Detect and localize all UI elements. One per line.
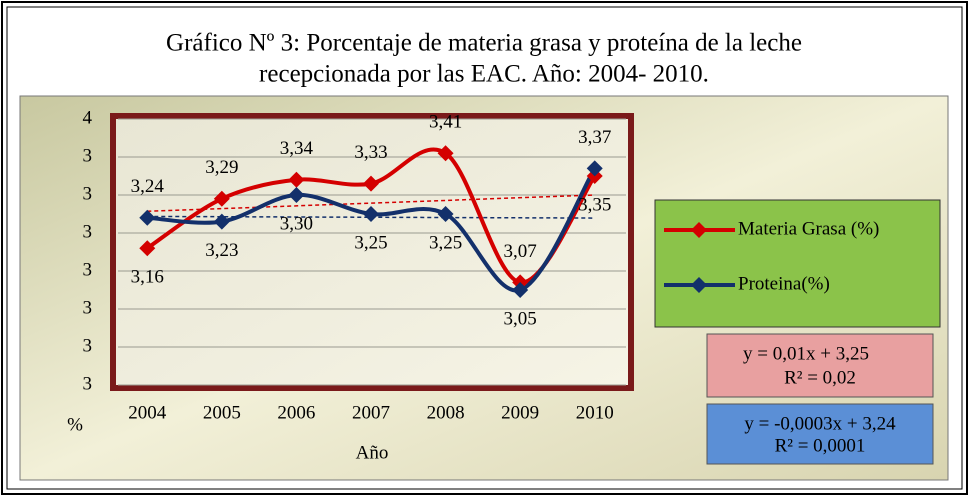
x-tick-label: 2005 bbox=[203, 402, 241, 423]
legend-marker bbox=[691, 222, 707, 238]
legend bbox=[654, 199, 941, 328]
data-label: 3,41 bbox=[429, 112, 462, 133]
marker bbox=[213, 190, 230, 207]
marker bbox=[139, 240, 156, 257]
data-label: 3,35 bbox=[578, 194, 611, 215]
chart-title: Gráfico Nº 3: Porcentaje de materia gras… bbox=[166, 30, 802, 57]
x-axis-label: Año bbox=[356, 442, 389, 463]
data-label: 3,16 bbox=[131, 267, 164, 288]
legend-label: Materia Grasa (%) bbox=[738, 218, 879, 239]
marker bbox=[288, 187, 305, 203]
plot-frame bbox=[110, 113, 634, 391]
y-tick-label: 3 bbox=[83, 221, 93, 242]
marker bbox=[363, 206, 379, 222]
x-tick-label: 2007 bbox=[352, 402, 390, 423]
marker bbox=[586, 160, 603, 177]
inner-border bbox=[6, 6, 963, 490]
marker bbox=[437, 206, 454, 222]
y-tick-label: 3 bbox=[83, 373, 93, 394]
trend-line bbox=[147, 194, 595, 213]
trend-r2: R² = 0,0001 bbox=[775, 435, 866, 456]
data-label: 3,25 bbox=[354, 232, 387, 253]
y-tick-label: 4 bbox=[83, 107, 93, 128]
trend-equation: y = -0,0003x + 3,24 bbox=[744, 413, 896, 434]
x-tick-label: 2006 bbox=[277, 402, 315, 423]
y-axis-label: % bbox=[67, 414, 83, 435]
data-label: 3,30 bbox=[280, 213, 313, 234]
x-tick-label: 2009 bbox=[501, 402, 539, 423]
y-tick-label: 3 bbox=[83, 259, 93, 280]
data-label: 3,34 bbox=[280, 138, 314, 159]
marker bbox=[363, 175, 379, 192]
y-tick-label: 3 bbox=[83, 145, 93, 166]
data-label: 3,33 bbox=[354, 142, 387, 163]
trend-box-2 bbox=[706, 403, 934, 465]
data-label: 3,23 bbox=[205, 240, 238, 261]
trend-equation: y = 0,01x + 3,25 bbox=[743, 343, 869, 364]
x-tick-label: 2004 bbox=[128, 402, 167, 423]
trend-box-1 bbox=[706, 333, 934, 398]
data-label: 3,25 bbox=[429, 232, 462, 253]
legend-label: Proteina(%) bbox=[738, 273, 830, 294]
marker bbox=[512, 282, 529, 298]
marker bbox=[139, 209, 156, 226]
y-tick-label: 3 bbox=[83, 335, 93, 356]
data-label: 3,37 bbox=[578, 127, 611, 148]
trend-r2: R² = 0,02 bbox=[784, 367, 856, 388]
data-label: 3,05 bbox=[504, 308, 537, 329]
marker bbox=[288, 171, 305, 188]
marker bbox=[213, 213, 230, 230]
data-label: 3,29 bbox=[205, 157, 238, 178]
y-tick-label: 3 bbox=[83, 297, 93, 318]
data-label: 3,07 bbox=[504, 241, 537, 262]
x-tick-label: 2010 bbox=[576, 402, 614, 423]
marker bbox=[437, 145, 454, 162]
legend-marker bbox=[691, 277, 707, 293]
trend-line bbox=[147, 215, 595, 219]
y-tick-label: 3 bbox=[83, 183, 93, 204]
x-tick-label: 2008 bbox=[427, 402, 465, 423]
chart-subtitle: recepcionada por las EAC. Año: 2004- 201… bbox=[259, 61, 709, 88]
data-label: 3,24 bbox=[131, 176, 165, 197]
